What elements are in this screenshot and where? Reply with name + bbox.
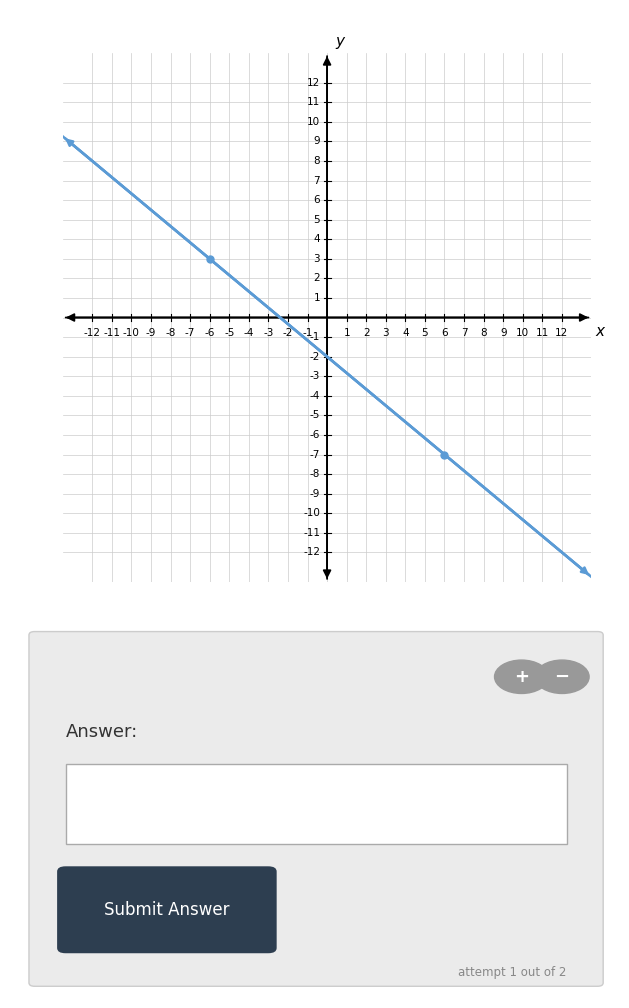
Text: -3: -3 — [263, 329, 274, 339]
FancyBboxPatch shape — [65, 764, 567, 844]
Text: 8: 8 — [314, 156, 320, 166]
Text: Submit Answer: Submit Answer — [104, 901, 230, 918]
Text: -10: -10 — [123, 329, 140, 339]
Text: 12: 12 — [307, 78, 320, 88]
Text: 11: 11 — [307, 97, 320, 107]
Text: -2: -2 — [283, 329, 293, 339]
Text: -1: -1 — [310, 332, 320, 342]
Text: -5: -5 — [310, 410, 320, 420]
Text: -7: -7 — [185, 329, 195, 339]
Text: attempt 1 out of 2: attempt 1 out of 2 — [458, 966, 567, 979]
Text: −: − — [555, 667, 570, 685]
Text: y: y — [335, 34, 344, 49]
Text: 2: 2 — [363, 329, 369, 339]
Text: -4: -4 — [310, 391, 320, 401]
Text: -3: -3 — [310, 371, 320, 381]
Text: 12: 12 — [555, 329, 569, 339]
Text: 5: 5 — [421, 329, 428, 339]
Text: 9: 9 — [314, 136, 320, 146]
Text: -10: -10 — [303, 508, 320, 518]
Text: -11: -11 — [303, 528, 320, 538]
Text: +: + — [514, 667, 529, 685]
Text: x: x — [595, 324, 604, 339]
Text: 4: 4 — [402, 329, 409, 339]
Text: -4: -4 — [243, 329, 254, 339]
Circle shape — [494, 660, 548, 694]
Text: 1: 1 — [343, 329, 350, 339]
Text: 7: 7 — [461, 329, 467, 339]
Text: 6: 6 — [441, 329, 448, 339]
Text: 4: 4 — [314, 234, 320, 244]
Text: Answer:: Answer: — [65, 724, 138, 742]
FancyBboxPatch shape — [29, 632, 603, 986]
Text: -9: -9 — [146, 329, 156, 339]
Text: -2: -2 — [310, 352, 320, 362]
Text: -11: -11 — [103, 329, 120, 339]
Text: -8: -8 — [310, 469, 320, 479]
Text: 8: 8 — [481, 329, 487, 339]
Text: -9: -9 — [310, 489, 320, 499]
Text: 6: 6 — [314, 196, 320, 205]
Text: 3: 3 — [314, 254, 320, 264]
Text: 5: 5 — [314, 215, 320, 225]
Text: -12: -12 — [84, 329, 101, 339]
Text: -7: -7 — [310, 450, 320, 460]
FancyBboxPatch shape — [57, 866, 277, 954]
Text: 9: 9 — [500, 329, 506, 339]
Text: 10: 10 — [307, 117, 320, 127]
Text: -6: -6 — [204, 329, 215, 339]
Text: 11: 11 — [536, 329, 549, 339]
Text: 2: 2 — [314, 273, 320, 283]
Text: -1: -1 — [303, 329, 313, 339]
Text: 7: 7 — [314, 175, 320, 185]
Text: -12: -12 — [303, 547, 320, 557]
Circle shape — [535, 660, 589, 694]
Text: -6: -6 — [310, 430, 320, 439]
Text: -5: -5 — [224, 329, 235, 339]
Text: 1: 1 — [314, 293, 320, 303]
Text: 10: 10 — [516, 329, 530, 339]
Text: -8: -8 — [165, 329, 175, 339]
Text: 3: 3 — [382, 329, 389, 339]
